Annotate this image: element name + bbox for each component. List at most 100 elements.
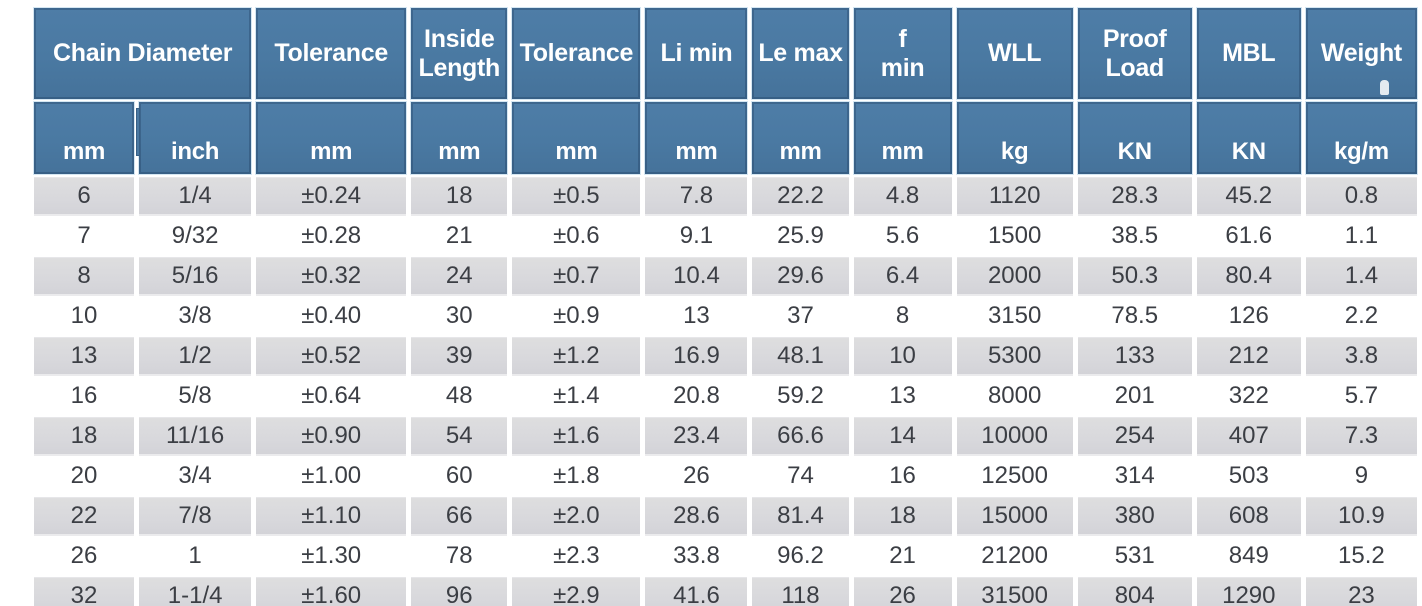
cell: 32 [34,577,135,606]
cell: 30 [411,297,508,334]
table-row: 6 1/4 ±0.24 18 ±0.5 7.8 22.2 4.8 1120 28.3 45.2 0.8 [34,177,1417,214]
cell: 1 [139,537,252,574]
cell: 608 [1196,497,1301,534]
cell: 9.1 [645,217,748,254]
cell: 25.9 [752,217,849,254]
cell: 133 [1077,337,1192,374]
cell: 849 [1196,537,1301,574]
cell: 1290 [1196,577,1301,606]
cell: 60 [411,457,508,494]
cell: ±2.0 [512,497,641,534]
cell: 1-1/4 [139,577,252,606]
cell: 21200 [956,537,1073,574]
cell: 118 [752,577,849,606]
scan-divider-artifact [136,108,140,156]
table-row: 13 1/2 ±0.52 39 ±1.2 16.9 48.1 10 5300 133 212 3.8 [34,337,1417,374]
cell: ±0.9 [512,297,641,334]
cell: 503 [1196,457,1301,494]
cell: ±2.3 [512,537,641,574]
cell: 6.4 [853,257,952,294]
cell: 3/8 [139,297,252,334]
table-row: 22 7/8 ±1.10 66 ±2.0 28.6 81.4 18 15000 380 608 10.… [34,497,1417,534]
cell: ±0.28 [256,217,407,254]
cell: 24 [411,257,508,294]
cell: 33.8 [645,537,748,574]
cell: ±1.30 [256,537,407,574]
table-row: 16 5/8 ±0.64 48 ±1.4 20.8 59.2 13 8000 201 322 5.7 [34,377,1417,414]
unit-header-le-max-mm: mm [751,101,850,175]
cell: 15.2 [1305,537,1417,574]
cell: 4.8 [853,177,952,214]
column-header-tolerance-1: Tolerance [255,7,408,100]
column-header-wll: WLL [955,7,1074,100]
cell: 322 [1196,377,1301,414]
unit-header-weight-kgm: kg/m [1304,101,1419,175]
table-row: 20 3/4 ±1.00 60 ±1.8 26 74 16 12500 314 503 9 [34,457,1417,494]
cell: 314 [1077,457,1192,494]
cell: 5300 [956,337,1073,374]
column-header-inside-length: Inside Length [410,7,509,100]
table-row: 18 11/16 ±0.90 54 ±1.6 23.4 66.6 14 10000 254 407 7… [34,417,1417,454]
cell: 11/16 [139,417,252,454]
cell: 13 [645,297,748,334]
cell: 78 [411,537,508,574]
cell: ±1.4 [512,377,641,414]
cell: 22.2 [752,177,849,214]
column-header-mbl: MBL [1195,7,1302,100]
cell: 0.8 [1305,177,1417,214]
cell: 7 [34,217,135,254]
cell: 26 [645,457,748,494]
cell: 23.4 [645,417,748,454]
cell: 41.6 [645,577,748,606]
cell: ±0.52 [256,337,407,374]
cell: 2.2 [1305,297,1417,334]
cell: 531 [1077,537,1192,574]
unit-header-mm-diameter: mm [32,101,136,175]
cell: 13 [34,337,135,374]
table-row: 26 1 ±1.30 78 ±2.3 33.8 96.2 21 21200 531 849 15.2 [34,537,1417,574]
cell: 20 [34,457,135,494]
cell: ±0.6 [512,217,641,254]
unit-header-inch: inch [138,101,253,175]
cell: 59.2 [752,377,849,414]
cell: ±1.2 [512,337,641,374]
cell: 18 [853,497,952,534]
table-row: 7 9/32 ±0.28 21 ±0.6 9.1 25.9 5.6 1500 38.5 61.6 1.… [34,217,1417,254]
cell: 9 [1305,457,1417,494]
cell: 10.4 [645,257,748,294]
cell: 22 [34,497,135,534]
cell: 10.9 [1305,497,1417,534]
cell: 804 [1077,577,1192,606]
column-header-le-max: Le max [751,7,850,100]
cell: 80.4 [1196,257,1301,294]
cell: ±1.8 [512,457,641,494]
cell: ±1.10 [256,497,407,534]
cell: 15000 [956,497,1073,534]
cell: 10 [853,337,952,374]
column-header-weight-label: Weight [1320,39,1402,68]
cell: 96 [411,577,508,606]
cell: 26 [34,537,135,574]
header-row: Chain Diameter Tolerance Inside Length T… [32,7,1419,100]
cell: 8 [34,257,135,294]
cell: 81.4 [752,497,849,534]
cell: 39 [411,337,508,374]
cell: 66.6 [752,417,849,454]
cell: ±1.6 [512,417,641,454]
cell: ±0.40 [256,297,407,334]
cell: 61.6 [1196,217,1301,254]
cell: 18 [34,417,135,454]
cell: 6 [34,177,135,214]
cell: 254 [1077,417,1192,454]
units-row: mm inch mm mm mm mm mm mm kg KN KN kg/m [32,101,1419,175]
cell: ±0.7 [512,257,641,294]
cell: 3/4 [139,457,252,494]
unit-header-mbl-kn: KN [1195,101,1302,175]
unit-header-f-min-mm: mm [852,101,953,175]
cell: 212 [1196,337,1301,374]
cell: 5.7 [1305,377,1417,414]
cell: 12500 [956,457,1073,494]
cell: 21 [411,217,508,254]
cell: 48.1 [752,337,849,374]
